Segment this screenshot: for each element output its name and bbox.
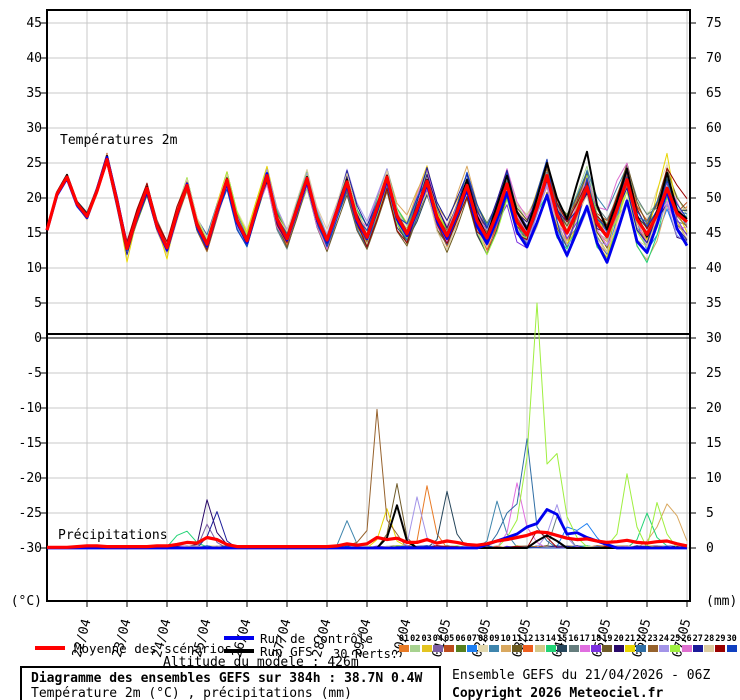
right-axis-unit: (mm) [706,594,738,609]
mean-precip-line [47,530,688,549]
run-info-text: Ensemble GEFS du 21/04/2026 - 06Z [452,668,711,683]
control-legend-line [224,636,254,640]
model-altitude-label: Altitude du modele : 426m [163,655,359,670]
left-axis-unit: (°C) [10,594,42,609]
temperature-section-label: Températures 2m [60,133,178,148]
control-precip-line [47,508,687,550]
gfs-legend-label: Run GFS [260,644,313,659]
chart-title-box: Diagramme des ensembles GEFS sur 384h : … [20,666,441,700]
perts-count-label: 30 Perts. [333,647,399,661]
chart-subtitle: Température 2m (°C) , précipitations (mm… [31,686,352,700]
mean-legend-line [35,646,65,650]
chart-frame [46,9,691,602]
chart-title: Diagramme des ensembles GEFS sur 384h : … [31,671,423,686]
gfs-legend-line [224,649,254,653]
copyright-text: Copyright 2026 Meteociel.fr [452,686,664,700]
mean-legend-label: Moyenne des scénarios [74,641,233,656]
mean-temp-line [45,157,689,250]
control-legend-label: Run de contrôle [260,631,373,646]
precipitation-section-label: Précipitations [58,528,168,543]
